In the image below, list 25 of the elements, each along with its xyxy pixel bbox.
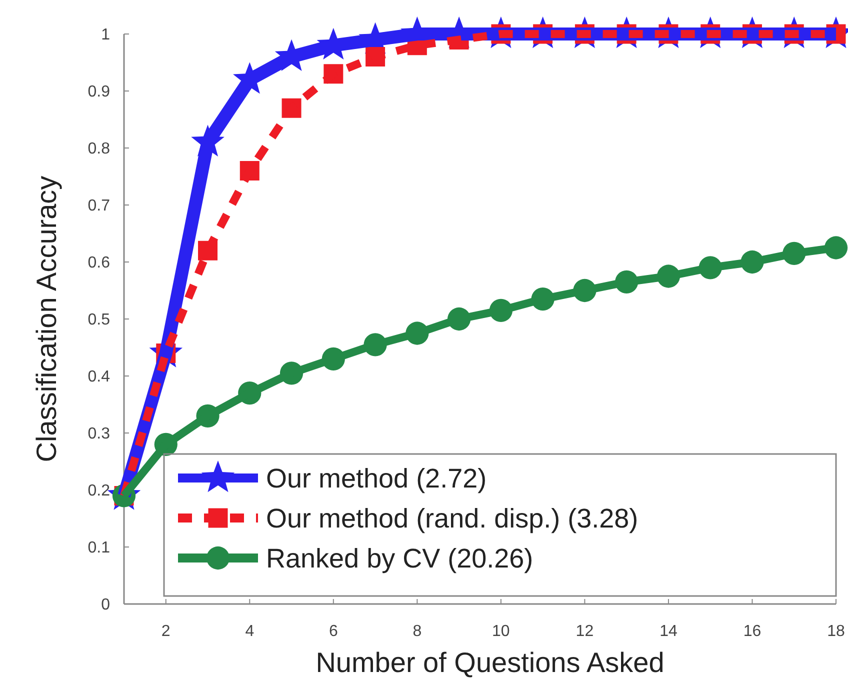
x-tick-label: 14	[660, 623, 678, 640]
y-tick-label: 0.1	[88, 540, 110, 557]
x-tick-label: 6	[328, 623, 338, 640]
y-tick-label: 0.9	[88, 84, 110, 101]
y-tick-label: 0.7	[88, 198, 110, 215]
x-tick-label: 16	[743, 623, 762, 640]
legend-label: Our method (2.72)	[266, 463, 487, 494]
y-tick-label: 0.8	[88, 140, 110, 158]
y-tick-label: 0.5	[88, 312, 110, 329]
x-tick-label: 2	[161, 623, 170, 640]
legend-label: Ranked by CV (20.26)	[266, 543, 534, 574]
x-tick-label: 12	[576, 623, 594, 640]
x-tick-label: 4	[245, 623, 254, 640]
x-tick-label: 10	[492, 623, 510, 640]
y-tick-label: 0.2	[88, 482, 110, 500]
y-tick-label: 0	[101, 596, 110, 614]
x-tick-label: 18	[827, 623, 845, 640]
y-tick-label: 0.6	[88, 254, 110, 272]
legend-label: Our method (rand. disp.) (3.28)	[266, 503, 638, 534]
x-tick-label: 8	[412, 623, 422, 640]
y-tick-label: 1	[101, 26, 110, 44]
x-axis-title: Number of Questions Asked	[316, 647, 664, 678]
y-tick-label: 0.4	[88, 368, 110, 386]
y-tick-label: 0.3	[88, 426, 110, 443]
y-axis-title: Classification Accuracy	[31, 176, 62, 462]
